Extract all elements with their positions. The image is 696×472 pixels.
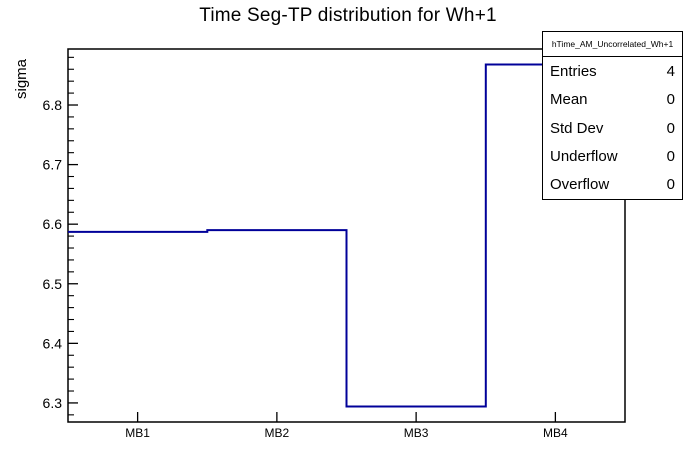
stats-row-label: Entries (550, 62, 597, 80)
x-tick-label: MB4 (543, 426, 568, 440)
stats-row: Underflow 0 (543, 142, 682, 170)
stats-row: Std Dev 0 (543, 114, 682, 142)
stats-row-value: 0 (666, 91, 675, 109)
stats-row: Entries 4 (543, 57, 682, 85)
stats-row-value: 4 (666, 62, 675, 80)
plot-frame (67, 48, 626, 423)
stats-row-value: 0 (666, 176, 675, 194)
stats-row-value: 0 (666, 119, 675, 137)
stats-box-title: hTime_AM_Uncorrelated_Wh+1 (543, 32, 682, 57)
stats-row-value: 0 (666, 147, 675, 165)
y-tick-label: 6.4 (43, 335, 63, 351)
x-tick-label: MB3 (404, 426, 429, 440)
y-tick-label: 6.6 (43, 216, 63, 232)
x-tick-label: MB1 (125, 426, 150, 440)
histogram-line (68, 63, 625, 408)
chart-title: Time Seg-TP distribution for Wh+1 (199, 5, 497, 26)
y-tick-label: 6.3 (43, 395, 63, 411)
stats-row-label: Std Dev (550, 119, 604, 137)
stats-box: hTime_AM_Uncorrelated_Wh+1 Entries 4 Mean 0… (542, 31, 683, 200)
stats-row-label: Underflow (550, 147, 618, 165)
y-tick-label: 6.8 (43, 97, 63, 113)
stats-row-label: Overflow (550, 176, 610, 194)
y-tick-label: 6.7 (43, 157, 63, 173)
stats-row-label: Mean (550, 91, 588, 109)
stats-box-rows: Entries 4 Mean 0 Std Dev 0 Underflow 0 Overflow 0 (543, 57, 682, 199)
stats-row: Mean 0 (543, 85, 682, 113)
stats-row: Overflow 0 (543, 171, 682, 199)
y-tick-label: 6.5 (43, 276, 63, 292)
x-tick-label: MB2 (265, 426, 290, 440)
